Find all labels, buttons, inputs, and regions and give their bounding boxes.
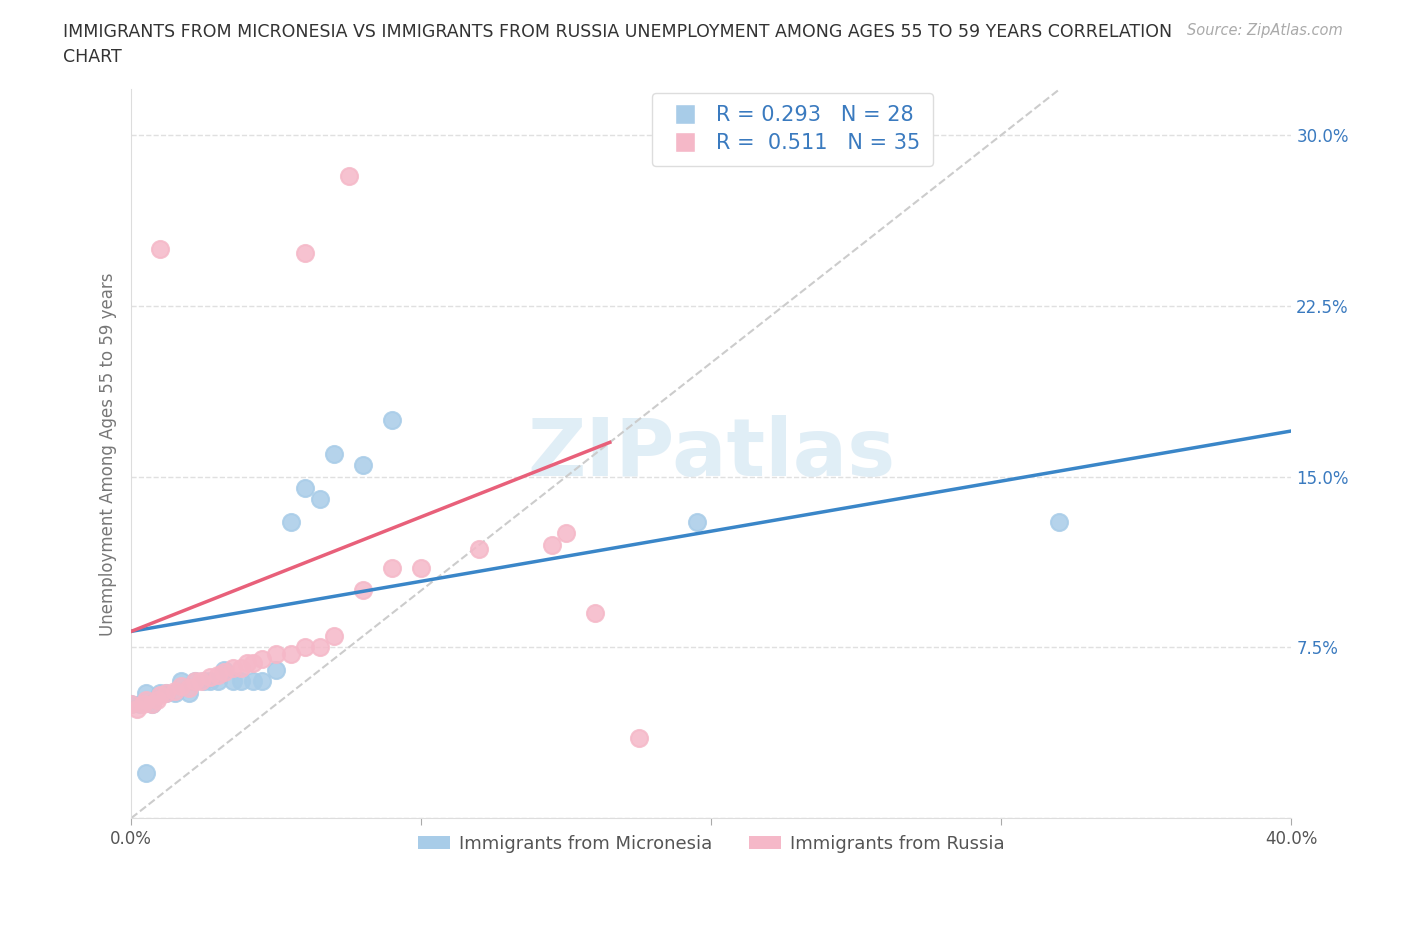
Point [280,646,302,661]
Point [280,514,302,529]
Legend: Immigrants from Micronesia, Immigrants from Russia: Immigrants from Micronesia, Immigrants f… [411,828,1012,860]
Point [308,640,330,655]
Point [352,458,374,472]
Point [120,697,142,711]
Point [264,663,287,678]
Point [141,697,163,711]
Point [555,526,578,541]
Point [163,684,186,698]
Point [193,674,215,689]
Point [155,685,177,700]
Point [207,674,229,689]
Point [294,481,316,496]
Point [468,542,491,557]
Point [250,651,273,666]
Point [337,168,360,183]
Point [129,697,152,711]
Point [411,560,433,575]
Point [163,685,186,700]
Point [294,640,316,655]
Point [236,656,259,671]
Point [135,692,157,707]
Point [141,697,163,711]
Point [264,646,287,661]
Point [1047,514,1070,529]
Point [149,242,172,257]
Point [323,629,346,644]
Point [222,660,245,675]
Point [179,685,201,700]
Point [146,692,169,707]
Point [198,674,221,689]
Point [135,765,157,780]
Point [184,674,207,689]
Point [120,697,142,711]
Point [207,667,229,682]
Point [125,701,148,716]
Point [231,660,253,675]
Text: ZIPatlas: ZIPatlas [527,415,896,493]
Point [135,685,157,700]
Point [149,687,172,702]
Point [169,674,191,689]
Point [381,412,404,427]
Text: IMMIGRANTS FROM MICRONESIA VS IMMIGRANTS FROM RUSSIA UNEMPLOYMENT AMONG AGES 55 : IMMIGRANTS FROM MICRONESIA VS IMMIGRANTS… [63,23,1173,41]
Point [184,674,207,689]
Point [250,674,273,689]
Point [352,583,374,598]
Text: Source: ZipAtlas.com: Source: ZipAtlas.com [1187,23,1343,38]
Point [381,560,404,575]
Point [198,670,221,684]
Point [627,731,650,746]
Point [179,681,201,696]
Point [540,538,562,552]
Point [149,685,172,700]
Point [155,685,177,700]
Point [308,492,330,507]
Point [132,697,155,711]
Point [242,656,264,671]
Text: CHART: CHART [63,48,122,66]
Point [686,514,709,529]
Point [242,674,264,689]
Point [169,679,191,694]
Point [323,446,346,461]
Point [231,674,253,689]
Y-axis label: Unemployment Among Ages 55 to 59 years: Unemployment Among Ages 55 to 59 years [100,272,117,635]
Point [190,674,212,689]
Point [583,605,606,620]
Point [212,665,235,680]
Point [294,246,316,260]
Point [212,663,235,678]
Point [222,674,245,689]
